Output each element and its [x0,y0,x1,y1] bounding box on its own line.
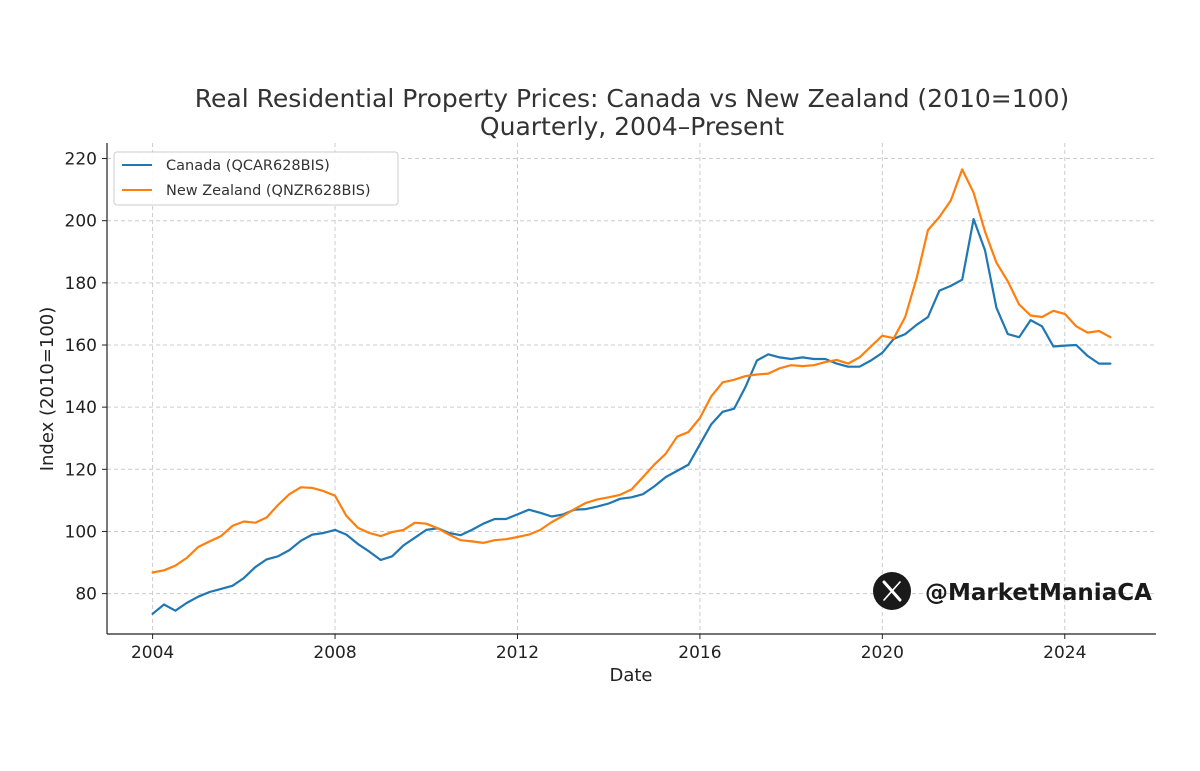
y-tick-label: 180 [65,274,97,294]
x-axis-label: Date [609,665,652,686]
x-logo-icon [873,572,911,610]
y-tick-label: 140 [65,398,97,418]
grid [107,143,1156,634]
y-axis-label: Index (2010=100) [37,307,58,472]
y-tick-label: 200 [65,212,97,232]
y-tick-label: 160 [65,336,97,356]
x-tick-label: 2008 [313,643,356,663]
tick-labels: 80 100 120 140 160 180 200 220 2004 2008 2012 2016 2… [65,150,1087,663]
x-tick-label: 2012 [496,643,539,663]
x-tick-label: 2024 [1043,643,1086,663]
watermark: @MarketManiaCA [873,572,1152,610]
legend: Canada (QCAR628BIS) New Zealand (QNZR628… [113,151,399,206]
legend-label-new-zealand: New Zealand (QNZR628BIS) [166,183,371,199]
y-tick-label: 220 [65,150,97,170]
y-tick-label: 120 [65,460,97,480]
chart-subtitle: Quarterly, 2004–Present [480,112,784,141]
series-lines [151,168,1112,615]
legend-box [113,151,399,206]
watermark-handle: @MarketManiaCA [925,580,1152,606]
chart-title: Real Residential Property Prices: Canada… [195,84,1069,113]
legend-label-canada: Canada (QCAR628BIS) [166,158,330,174]
series-line-canada [151,218,1112,615]
y-tick-label: 100 [65,522,97,542]
y-tick-label: 80 [75,585,97,605]
series-line-new-zealand [151,168,1112,574]
x-tick-label: 2020 [861,643,904,663]
x-tick-label: 2004 [131,643,174,663]
x-tick-label: 2016 [678,643,721,663]
axes [106,143,1156,635]
